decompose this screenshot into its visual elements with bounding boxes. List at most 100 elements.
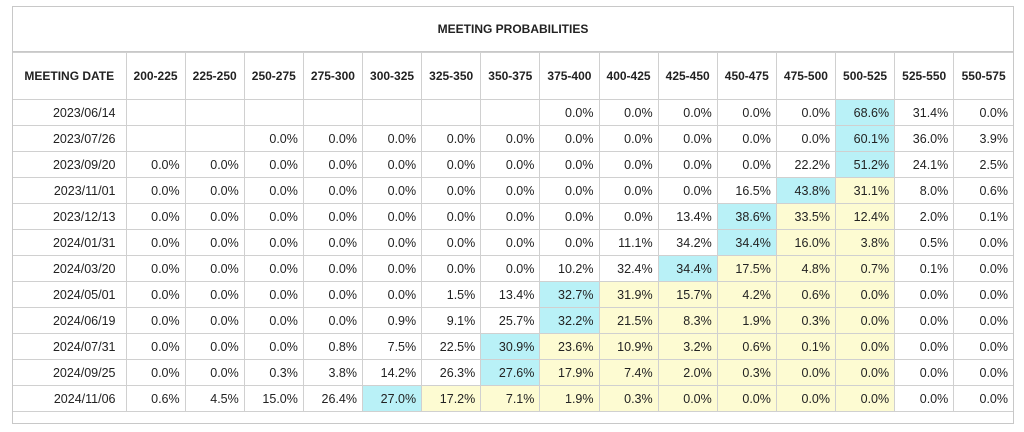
probability-cell: 0.0% — [598, 99, 659, 126]
probability-cell: 0.0% — [361, 281, 423, 308]
probability-cell: 0.0% — [598, 203, 659, 230]
probability-cell: 0.0% — [184, 203, 245, 230]
probability-cell: 0.0% — [302, 229, 364, 256]
column-header: 450-475 — [716, 52, 777, 100]
probability-cell: 0.0% — [657, 177, 718, 204]
table-row: 2024/11/06 0.6% 4.5% 15.0% 26.4% 27.0% 17.2% 7.… — [13, 385, 1013, 412]
probability-cell: 32.4% — [598, 255, 659, 282]
probability-cell — [361, 99, 423, 126]
probability-cell: 2.5% — [953, 151, 1013, 178]
probability-cell: 0.0% — [243, 307, 304, 334]
probability-cell: 13.4% — [480, 281, 541, 308]
column-header: 275-300 — [302, 52, 364, 100]
probability-cell: 10.9% — [598, 333, 659, 360]
probability-cell: 0.0% — [302, 307, 364, 334]
probability-cell: 0.0% — [598, 125, 659, 152]
probability-cell: 0.0% — [716, 99, 777, 126]
probability-cell: 3.8% — [302, 359, 364, 386]
probability-cell: 68.6% — [834, 99, 896, 126]
probability-cell: 0.0% — [243, 333, 304, 360]
probability-cell: 0.0% — [539, 229, 600, 256]
table-row: 2023/09/20 0.0% 0.0% 0.0% 0.0% 0.0% 0.0% 0.0% 0.… — [13, 151, 1013, 178]
probability-cell: 0.0% — [361, 255, 423, 282]
table-row: 2023/07/26 0.0% 0.0% 0.0% 0.0% 0.0% 0.0% 0.0% 0.… — [13, 125, 1013, 152]
probability-cell: 0.0% — [184, 359, 245, 386]
meeting-date-cell: 2024/06/19 — [13, 307, 127, 334]
column-header: 375-400 — [539, 52, 600, 100]
table-row: 2024/05/01 0.0% 0.0% 0.0% 0.0% 0.0% 1.5% 13.4% 3… — [13, 281, 1013, 308]
meeting-date-cell: 2024/07/31 — [13, 333, 127, 360]
meeting-date-cell: 2023/06/14 — [13, 99, 127, 126]
probability-cell: 3.2% — [657, 333, 718, 360]
probability-cell: 0.0% — [421, 125, 482, 152]
probability-cell: 0.3% — [716, 359, 777, 386]
probability-cell — [125, 125, 186, 152]
probability-cell: 17.2% — [421, 385, 482, 412]
probability-cell: 33.5% — [775, 203, 837, 230]
column-header: 550-575 — [953, 52, 1013, 100]
probability-cell: 0.0% — [657, 385, 718, 412]
probability-cell: 0.0% — [421, 177, 482, 204]
probability-cell: 0.0% — [184, 333, 245, 360]
meeting-date-cell: 2023/11/01 — [13, 177, 127, 204]
table-row: 2024/03/20 0.0% 0.0% 0.0% 0.0% 0.0% 0.0% 0.0% 10… — [13, 255, 1013, 282]
probability-cell: 0.0% — [421, 229, 482, 256]
probability-cell: 0.0% — [953, 333, 1013, 360]
probability-cell: 2.0% — [894, 203, 955, 230]
probability-cell: 0.0% — [775, 359, 837, 386]
probability-cell: 22.5% — [421, 333, 482, 360]
meeting-date-cell: 2024/05/01 — [13, 281, 127, 308]
probability-cell: 0.0% — [302, 151, 364, 178]
probability-cell: 0.0% — [361, 229, 423, 256]
probability-cell: 0.0% — [834, 385, 896, 412]
probability-cell: 0.0% — [657, 99, 718, 126]
meeting-date-cell: 2023/09/20 — [13, 151, 127, 178]
probability-cell: 0.0% — [953, 281, 1013, 308]
probability-cell: 3.9% — [953, 125, 1013, 152]
probability-cell: 4.5% — [184, 385, 245, 412]
probability-cell: 0.0% — [953, 255, 1013, 282]
probability-cell: 0.0% — [184, 281, 245, 308]
meeting-date-cell: 2024/09/25 — [13, 359, 127, 386]
probability-cell: 0.3% — [598, 385, 659, 412]
probability-cell: 0.0% — [539, 203, 600, 230]
probability-cell: 4.8% — [775, 255, 837, 282]
probability-table: MEETING DATE 200-225 225-250 250-275 275-30… — [13, 52, 1013, 412]
probability-cell: 0.0% — [894, 307, 955, 334]
probability-cell — [302, 99, 364, 126]
probability-cell: 0.0% — [539, 99, 600, 126]
column-header: 400-425 — [598, 52, 659, 100]
probability-cell: 0.0% — [894, 359, 955, 386]
probability-cell: 0.0% — [834, 281, 896, 308]
meeting-date-cell: 2023/07/26 — [13, 125, 127, 152]
probability-cell: 0.3% — [243, 359, 304, 386]
probability-cell: 34.4% — [716, 229, 777, 256]
probability-cell: 31.4% — [894, 99, 955, 126]
column-header: 225-250 — [184, 52, 245, 100]
probability-cell: 0.0% — [775, 125, 837, 152]
probability-cell: 51.2% — [834, 151, 896, 178]
table-row: 2023/06/14 0.0% 0.0% 0.0% 0.0% 0.0% 68.6% 31.4%… — [13, 99, 1013, 126]
probability-cell: 34.2% — [657, 229, 718, 256]
column-header: 500-525 — [834, 52, 896, 100]
probability-cell: 0.0% — [302, 255, 364, 282]
meeting-date-cell: 2023/12/13 — [13, 203, 127, 230]
column-header: 325-350 — [421, 52, 482, 100]
probability-cell: 0.0% — [243, 125, 304, 152]
probability-cell: 36.0% — [894, 125, 955, 152]
probability-cell: 0.0% — [953, 307, 1013, 334]
probability-cell: 0.0% — [657, 125, 718, 152]
probability-cell: 0.0% — [243, 229, 304, 256]
probability-cell: 0.0% — [716, 385, 777, 412]
probability-cell: 0.0% — [421, 203, 482, 230]
probability-cell: 0.0% — [125, 255, 186, 282]
probability-cell: 0.0% — [894, 385, 955, 412]
probability-cell: 0.0% — [480, 151, 541, 178]
probability-cell: 0.0% — [125, 333, 186, 360]
header-row: MEETING DATE 200-225 225-250 250-275 275-30… — [13, 52, 1013, 100]
column-header: 300-325 — [361, 52, 423, 100]
probability-cell: 31.9% — [598, 281, 659, 308]
probability-cell: 0.9% — [361, 307, 423, 334]
probability-cell: 15.7% — [657, 281, 718, 308]
probability-cell: 31.1% — [834, 177, 896, 204]
